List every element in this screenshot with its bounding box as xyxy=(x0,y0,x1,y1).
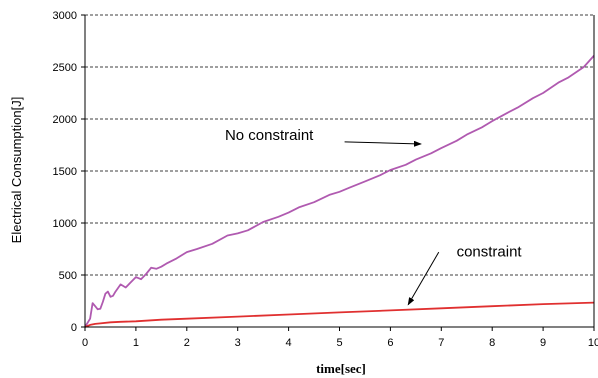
annotation-arrow-2 xyxy=(407,251,440,306)
x-tick-label: 1 xyxy=(133,337,139,349)
y-tick-label: 2500 xyxy=(53,62,77,74)
series-line-2 xyxy=(84,301,595,328)
x-tick-label: 0 xyxy=(82,337,88,349)
y-tick-label: 3000 xyxy=(53,10,77,22)
annotation-label-2: constraint xyxy=(457,243,523,260)
x-tick-label: 6 xyxy=(387,337,393,349)
x-tick-label: 2 xyxy=(184,337,190,349)
x-axis-title: time[sec] xyxy=(316,361,366,376)
x-tick-label: 10 xyxy=(588,337,598,349)
y-tick-label: 2000 xyxy=(53,114,77,126)
y-tick-label: 1500 xyxy=(53,166,77,178)
annotations: No constraint constraint xyxy=(225,127,523,306)
x-tick-label: 7 xyxy=(438,337,444,349)
annotation-label-1: No constraint xyxy=(225,127,314,144)
tick-labels: 0 500 1000 1500 2000 2500 3000 0 1 2 3 4 5 6 7 8 9 10 xyxy=(53,10,598,349)
annotation-arrow-1 xyxy=(344,140,422,147)
y-tick-label: 500 xyxy=(59,270,77,282)
x-tick-label: 9 xyxy=(540,337,546,349)
x-tick-label: 3 xyxy=(235,337,241,349)
series-line-1 xyxy=(84,54,595,328)
series-layer xyxy=(84,54,595,328)
x-tick-label: 8 xyxy=(489,337,495,349)
x-tick-label: 5 xyxy=(336,337,342,349)
y-tick-label: 0 xyxy=(71,322,77,334)
y-axis-title: Electrical Consumption[J] xyxy=(9,97,24,244)
axes xyxy=(81,14,595,331)
y-tick-label: 1000 xyxy=(53,218,77,230)
gridlines xyxy=(85,14,594,276)
x-tick-label: 4 xyxy=(286,337,292,349)
